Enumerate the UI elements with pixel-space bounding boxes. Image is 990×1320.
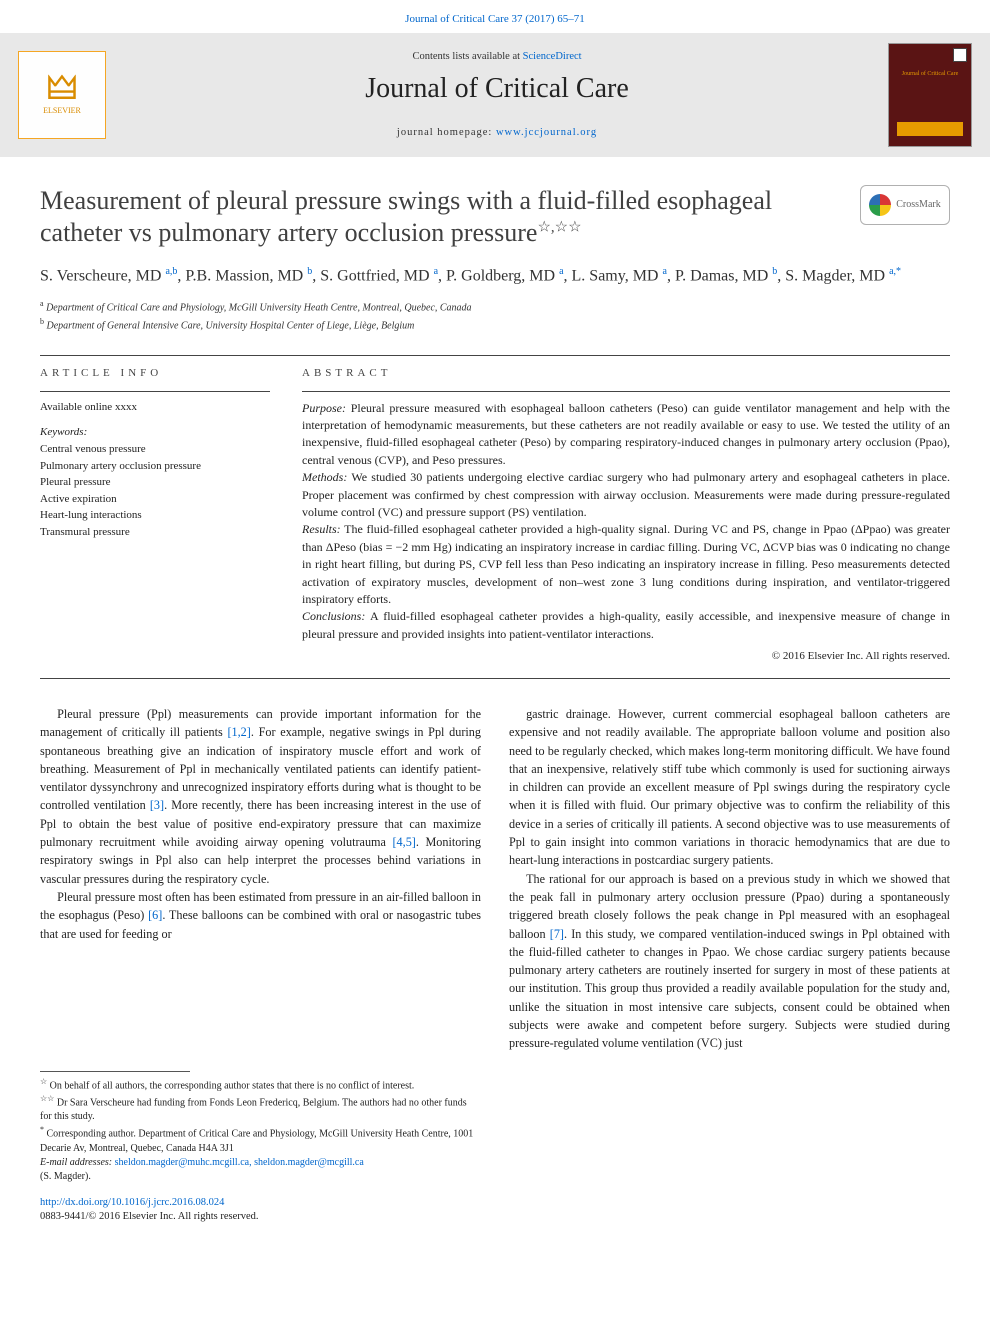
abstract-section: Conclusions: A fluid-filled esophageal c…	[302, 608, 950, 643]
footnote-line: ☆ On behalf of all authors, the correspo…	[40, 1076, 475, 1093]
divider	[40, 391, 270, 392]
abstract-section: Purpose: Pleural pressure measured with …	[302, 400, 950, 470]
issn-copyright: 0883-9441/© 2016 Elsevier Inc. All right…	[40, 1211, 259, 1222]
homepage-prefix: journal homepage:	[397, 127, 496, 138]
ref-link[interactable]: [3]	[150, 798, 164, 812]
contents-available-line: Contents lists available at ScienceDirec…	[116, 50, 878, 64]
paper-title: Measurement of pleural pressure swings w…	[40, 185, 950, 250]
title-footnote-marks: ☆,☆☆	[537, 220, 581, 236]
affiliations: a Department of Critical Care and Physio…	[40, 298, 950, 333]
body-columns: Pleural pressure (Ppl) measurements can …	[0, 679, 990, 1061]
journal-cover-thumbnail: Journal of Critical Care	[888, 43, 972, 147]
keyword-item: Active expiration	[40, 491, 270, 508]
doi-block: http://dx.doi.org/10.1016/j.jcrc.2016.08…	[0, 1190, 990, 1244]
keyword-item: Pleural pressure	[40, 474, 270, 491]
masthead-center: Contents lists available at ScienceDirec…	[106, 48, 888, 142]
abstract-section: Results: The fluid-filled esophageal cat…	[302, 521, 950, 608]
article-info-column: ARTICLE INFO Available online xxxx Keywo…	[40, 366, 270, 664]
affiliation-line: b Department of General Intensive Care, …	[40, 316, 950, 333]
journal-homepage-link[interactable]: www.jccjournal.org	[496, 127, 597, 138]
contents-prefix: Contents lists available at	[412, 51, 522, 62]
footnote-line: ☆☆ Dr Sara Verscheure had funding from F…	[40, 1093, 475, 1124]
footnote-email: E-mail addresses: sheldon.magder@muhc.mc…	[40, 1156, 475, 1184]
crossmark-badge[interactable]: CrossMark	[860, 185, 950, 225]
footnotes: ☆ On behalf of all authors, the correspo…	[0, 1076, 515, 1190]
body-paragraph: Pleural pressure most often has been est…	[40, 888, 481, 943]
keyword-item: Heart-lung interactions	[40, 507, 270, 524]
elsevier-tree-icon: 🜲	[47, 72, 78, 106]
article-info-label: ARTICLE INFO	[40, 366, 270, 381]
elsevier-label: ELSEVIER	[43, 106, 81, 117]
running-head: Journal of Critical Care 37 (2017) 65–71	[0, 0, 990, 33]
affiliation-line: a Department of Critical Care and Physio…	[40, 298, 950, 315]
crossmark-label: CrossMark	[896, 198, 940, 212]
body-paragraph: Pleural pressure (Ppl) measurements can …	[40, 705, 481, 888]
available-online: Available online xxxx	[40, 400, 270, 415]
ref-link[interactable]: [7]	[550, 927, 564, 941]
footnote-rule	[40, 1071, 190, 1072]
body-paragraph: The rational for our approach is based o…	[509, 870, 950, 1053]
keyword-item: Transmural pressure	[40, 524, 270, 541]
footnote-line: * Corresponding author. Department of Cr…	[40, 1124, 475, 1155]
keyword-item: Central venous pressure	[40, 441, 270, 458]
keywords-list: Central venous pressurePulmonary artery …	[40, 441, 270, 540]
citation-link[interactable]: Journal of Critical Care 37 (2017) 65–71	[405, 13, 585, 25]
body-col-right: gastric drainage. However, current comme…	[509, 705, 950, 1053]
journal-title: Journal of Critical Care	[116, 70, 878, 108]
abstract-section: Methods: We studied 30 patients undergoi…	[302, 469, 950, 521]
abstract-column: ABSTRACT Purpose: Pleural pressure measu…	[302, 366, 950, 664]
sciencedirect-link[interactable]: ScienceDirect	[523, 51, 582, 62]
article-header: CrossMark Measurement of pleural pressur…	[0, 157, 990, 341]
journal-masthead: 🜲 ELSEVIER Contents lists available at S…	[0, 33, 990, 157]
abstract-body: Purpose: Pleural pressure measured with …	[302, 400, 950, 643]
abstract-copyright: © 2016 Elsevier Inc. All rights reserved…	[302, 649, 950, 664]
keyword-item: Pulmonary artery occlusion pressure	[40, 458, 270, 475]
body-col-left: Pleural pressure (Ppl) measurements can …	[40, 705, 481, 1053]
doi-link[interactable]: http://dx.doi.org/10.1016/j.jcrc.2016.08…	[40, 1197, 224, 1208]
keywords-label: Keywords:	[40, 425, 270, 440]
cover-thumb-accent	[897, 122, 963, 136]
abstract-label: ABSTRACT	[302, 366, 950, 381]
divider	[302, 391, 950, 392]
elsevier-logo: 🜲 ELSEVIER	[18, 51, 106, 139]
cover-thumb-title: Journal of Critical Care	[889, 44, 971, 78]
paper-title-text: Measurement of pleural pressure swings w…	[40, 186, 772, 248]
email-link[interactable]: sheldon.magder@muhc.mcgill.ca, sheldon.m…	[115, 1157, 364, 1168]
author-list: S. Verscheure, MD a,b, P.B. Massion, MD …	[40, 264, 950, 288]
crossmark-icon	[869, 194, 891, 216]
ref-link[interactable]: [1,2]	[227, 725, 250, 739]
journal-homepage-line: journal homepage: www.jccjournal.org	[116, 126, 878, 140]
ref-link[interactable]: [6]	[148, 908, 162, 922]
ref-link[interactable]: [4,5]	[393, 835, 416, 849]
body-paragraph: gastric drainage. However, current comme…	[509, 705, 950, 870]
article-meta-row: ARTICLE INFO Available online xxxx Keywo…	[40, 355, 950, 679]
